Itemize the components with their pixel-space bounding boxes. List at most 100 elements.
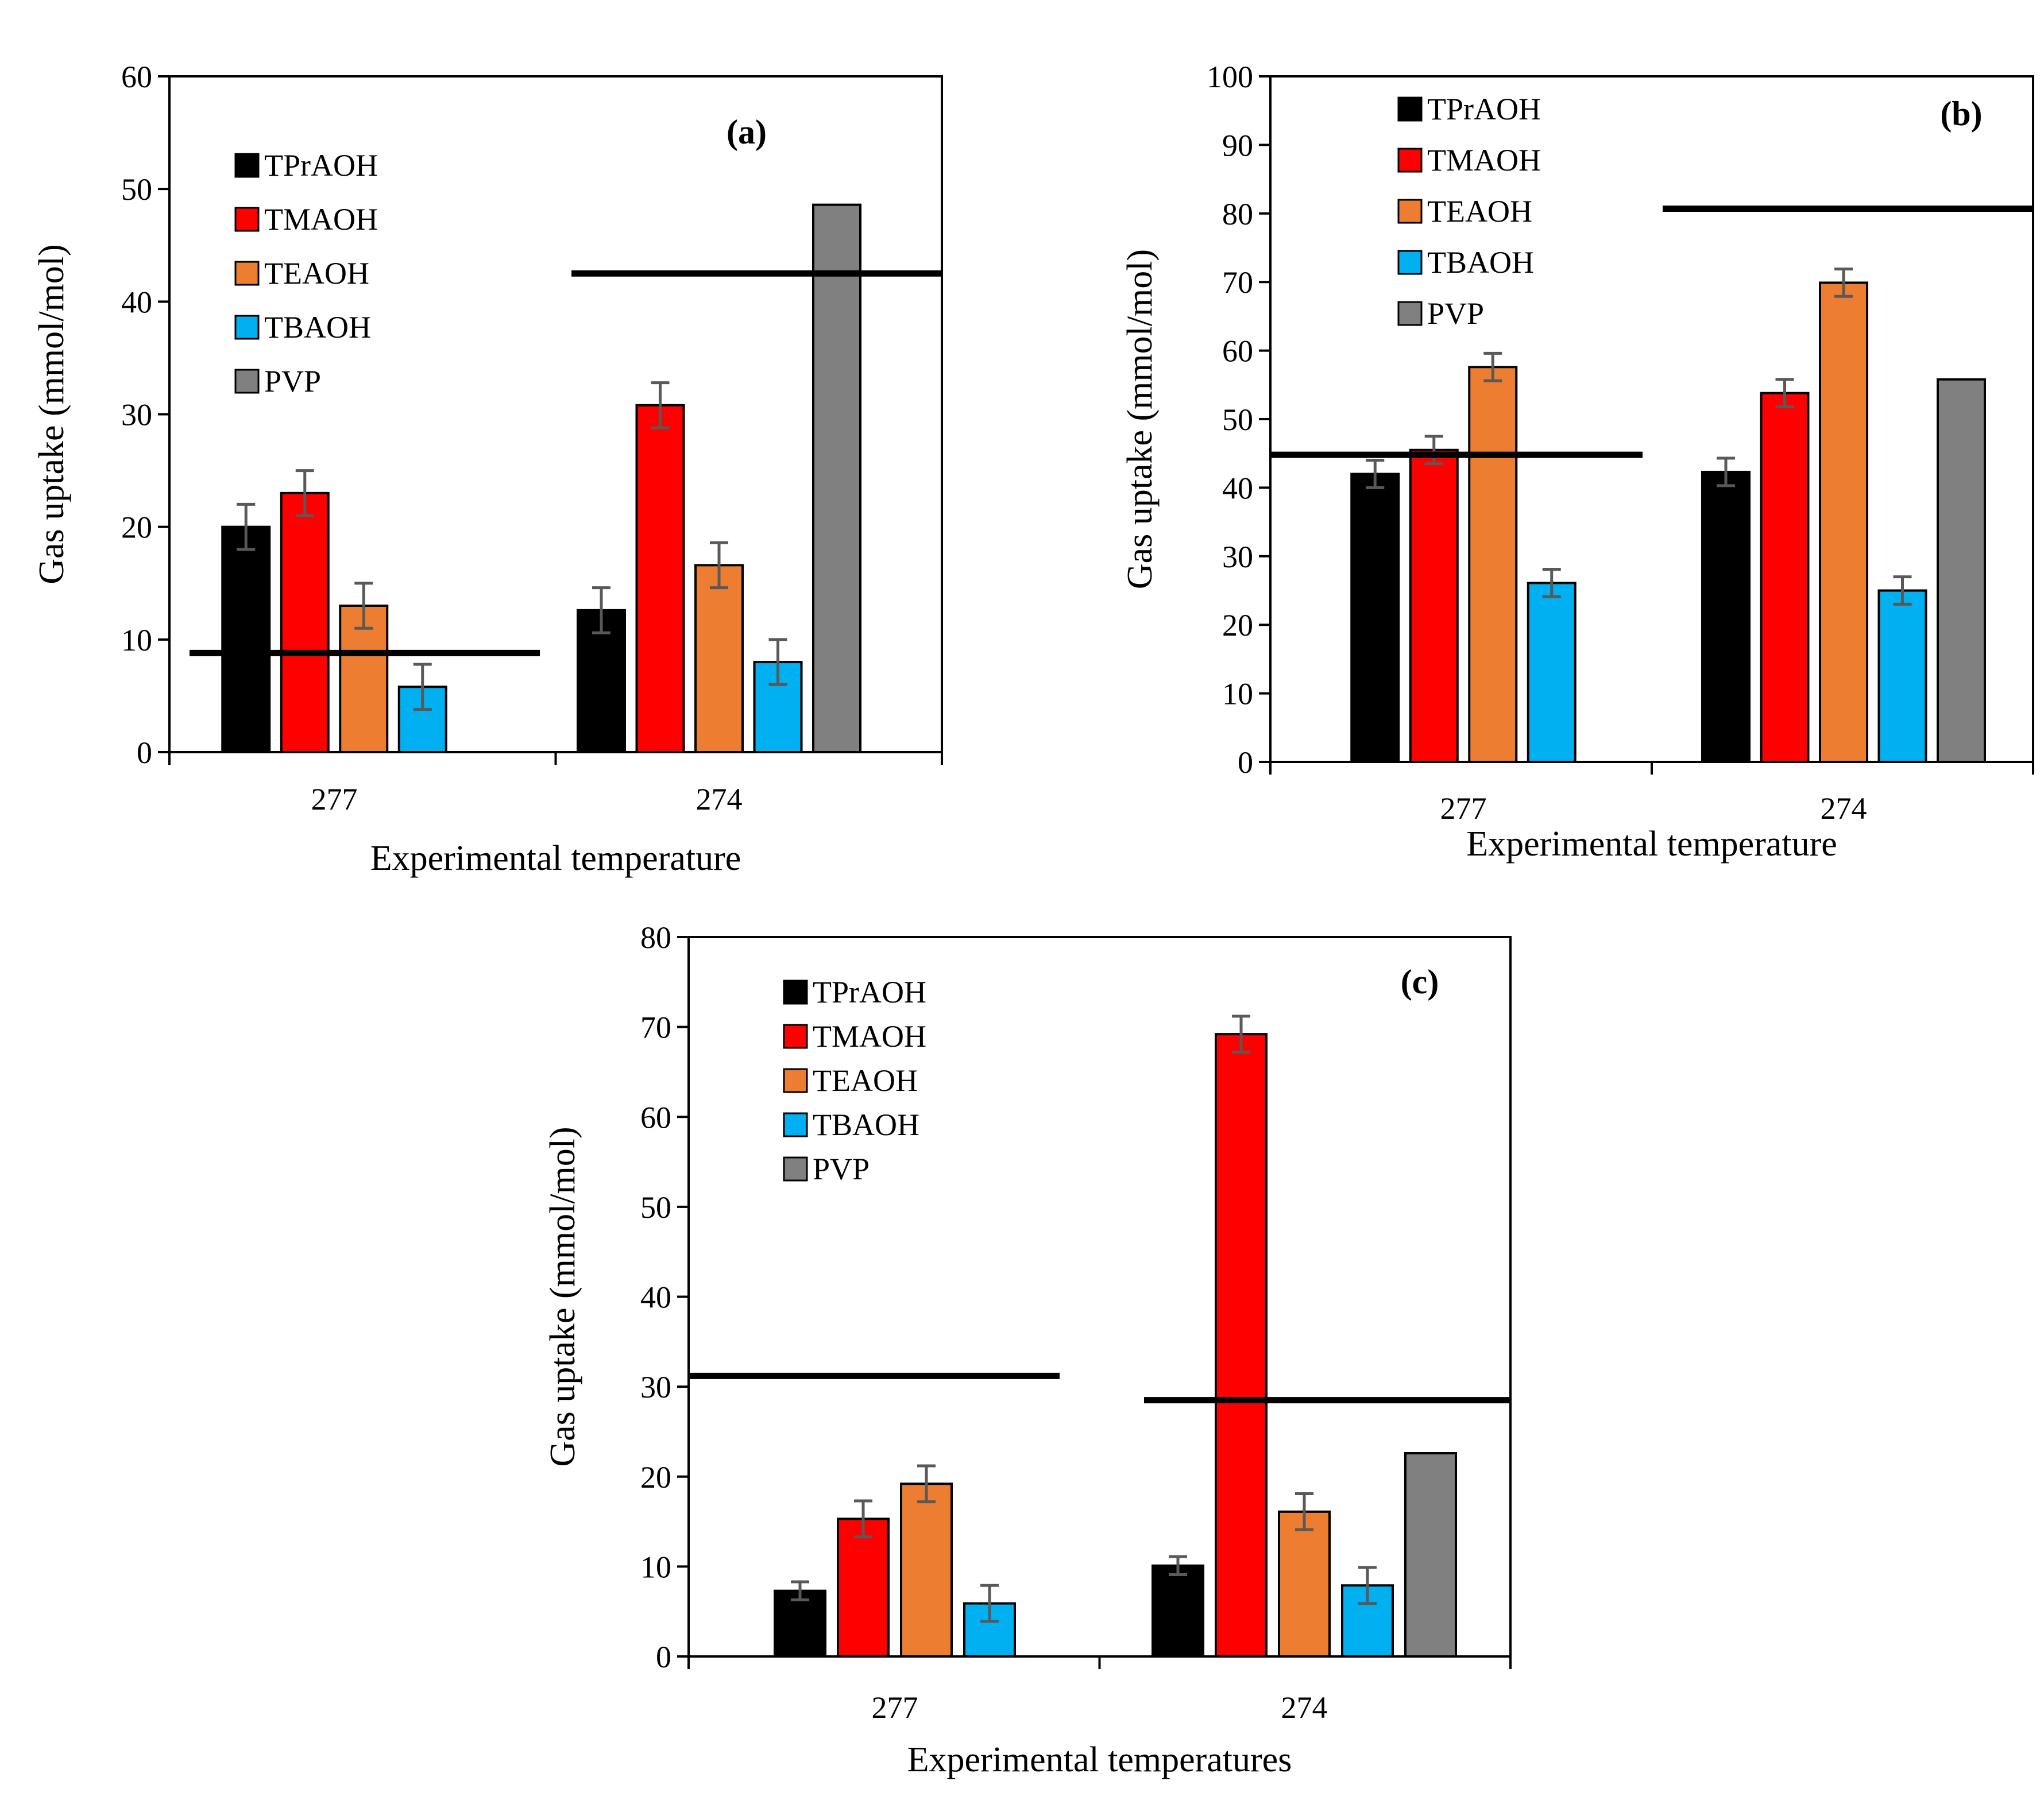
chart-panel-b: 0 10 20 30 40 50 60 70 80 90 100 277 274 TPrAOH TMAOH T…	[1120, 60, 2034, 864]
legend-swatch-pvp	[234, 369, 260, 394]
legend-label-tpraoh: TPrAOH	[813, 975, 926, 1009]
legend-label-tpraoh: TPrAOH	[264, 148, 378, 183]
legend-swatch-tmaoh	[783, 1024, 808, 1049]
y-tick-label: 70	[640, 1011, 671, 1045]
x-category-label: 274	[696, 782, 743, 816]
chart-panel-c: 0 10 20 30 40 50 60 70 80 277 274 TPrAOH TMAOH TEAOH T…	[543, 920, 1512, 1779]
legend-label-tmaoh: TMAOH	[264, 202, 378, 237]
legend-swatch-teaoh	[1397, 199, 1423, 224]
legend-label-tbaoh: TBAOH	[813, 1108, 919, 1142]
bar-tmaoh-277	[1409, 448, 1459, 763]
y-tick-label: 40	[1222, 471, 1253, 505]
legend-swatch-teaoh	[783, 1068, 808, 1093]
y-axis-title: Gas uptake (mmol/mol)	[32, 244, 71, 584]
bar-tbaoh-277	[1527, 582, 1577, 764]
y-tick-label: 10	[1222, 677, 1253, 711]
y-axis-title: Gas uptake (mmol/mol)	[1120, 249, 1160, 589]
plot-area-border	[687, 936, 1512, 1658]
y-tick-label: 50	[1222, 402, 1253, 437]
bar-tbaoh-277	[397, 686, 447, 754]
bar-tbaoh-274	[1341, 1584, 1394, 1658]
y-tick-label: 50	[121, 172, 152, 207]
x-category-label: 277	[872, 1690, 918, 1725]
panel-label: (a)	[727, 113, 767, 151]
legend-swatch-tpraoh	[783, 980, 808, 1005]
legend-label-pvp: PVP	[264, 364, 321, 398]
bar-tpraoh-274	[1701, 470, 1751, 763]
bar-teaoh-277	[900, 1482, 953, 1658]
legend-label-tbaoh: TBAOH	[264, 310, 371, 344]
y-tick-label: 90	[1222, 128, 1253, 162]
y-tick-label: 0	[137, 736, 152, 770]
legend-swatch-tbaoh	[1397, 250, 1423, 275]
bar-tpraoh-274	[1152, 1564, 1204, 1658]
y-tick-label: 40	[121, 285, 152, 319]
bar-teaoh-274	[1819, 281, 1868, 764]
y-tick-label: 10	[121, 623, 152, 657]
y-tick-label: 30	[1222, 540, 1253, 574]
bar-pvp-274	[812, 203, 861, 753]
y-tick-label: 0	[656, 1640, 671, 1674]
bar-tpraoh-277	[221, 525, 271, 754]
y-tick-label: 20	[121, 510, 152, 545]
bar-tbaoh-274	[1877, 589, 1927, 763]
legend-label-pvp: PVP	[1427, 296, 1484, 331]
bar-tmaoh-274	[1760, 392, 1810, 763]
y-tick-label: 60	[121, 60, 152, 94]
y-tick-label: 20	[1222, 608, 1253, 642]
bar-teaoh-277	[339, 604, 389, 753]
chart-panel-a: 0 10 20 30 40 50 60 277 274 TPrAOH TMAOH TEAOH TBAOH…	[32, 60, 943, 878]
legend-swatch-tbaoh	[783, 1112, 808, 1137]
y-tick-label: 80	[640, 920, 671, 955]
y-axis-title: Gas uptake (mmol/mol)	[543, 1127, 582, 1466]
x-axis-title: Experimental temperature	[370, 839, 741, 878]
legend-swatch-pvp	[1397, 301, 1423, 326]
legend-swatch-tmaoh	[234, 207, 260, 232]
y-tick-label: 50	[640, 1190, 671, 1225]
y-tick-label: 60	[640, 1100, 671, 1135]
legend-label-tmaoh: TMAOH	[813, 1019, 926, 1054]
y-tick-label: 10	[640, 1550, 671, 1584]
y-tick-label: 60	[1222, 334, 1253, 369]
bar-tmaoh-274	[1215, 1033, 1268, 1658]
legend-swatch-tpraoh	[234, 153, 260, 178]
legend-swatch-teaoh	[234, 261, 260, 286]
panel-label: (b)	[1940, 95, 1982, 133]
y-tick-label: 100	[1207, 60, 1253, 94]
bar-tmaoh-274	[635, 404, 685, 753]
y-tick-label: 80	[1222, 197, 1253, 231]
y-tick-label: 70	[1222, 265, 1253, 300]
legend-label-teaoh: TEAOH	[813, 1063, 918, 1098]
bar-teaoh-277	[1468, 366, 1518, 763]
x-category-label: 274	[1281, 1690, 1328, 1725]
bar-teaoh-274	[1278, 1510, 1331, 1658]
legend-swatch-tmaoh	[1397, 148, 1423, 173]
x-category-label: 274	[1821, 791, 1867, 826]
x-category-label: 277	[311, 782, 358, 816]
x-category-label: 277	[1440, 791, 1487, 826]
legend-label-teaoh: TEAOH	[1427, 194, 1532, 229]
legend-swatch-pvp	[783, 1156, 808, 1182]
bar-tmaoh-277	[837, 1518, 890, 1658]
legend-label-tbaoh: TBAOH	[1427, 245, 1534, 280]
x-axis-title: Experimental temperatures	[907, 1740, 1292, 1779]
bar-tpraoh-277	[1350, 473, 1400, 764]
y-tick-label: 40	[640, 1280, 671, 1315]
bar-teaoh-274	[694, 564, 744, 753]
y-tick-label: 30	[121, 398, 152, 432]
legend-label-teaoh: TEAOH	[264, 256, 369, 291]
bar-pvp-274	[1404, 1452, 1457, 1658]
panel-label: (c)	[1401, 963, 1439, 1001]
y-tick-label: 20	[640, 1460, 671, 1495]
legend-swatch-tpraoh	[1397, 96, 1423, 122]
x-axis-title: Experimental temperature	[1466, 824, 1837, 864]
bar-pvp-274	[1937, 378, 1986, 763]
legend-label-pvp: PVP	[813, 1152, 870, 1186]
legend-label-tpraoh: TPrAOH	[1427, 92, 1541, 126]
legend-swatch-tbaoh	[234, 315, 260, 340]
legend-label-tmaoh: TMAOH	[1427, 143, 1541, 177]
y-tick-label: 30	[640, 1370, 671, 1404]
y-tick-label: 0	[1238, 745, 1253, 780]
bar-tmaoh-277	[280, 491, 330, 753]
